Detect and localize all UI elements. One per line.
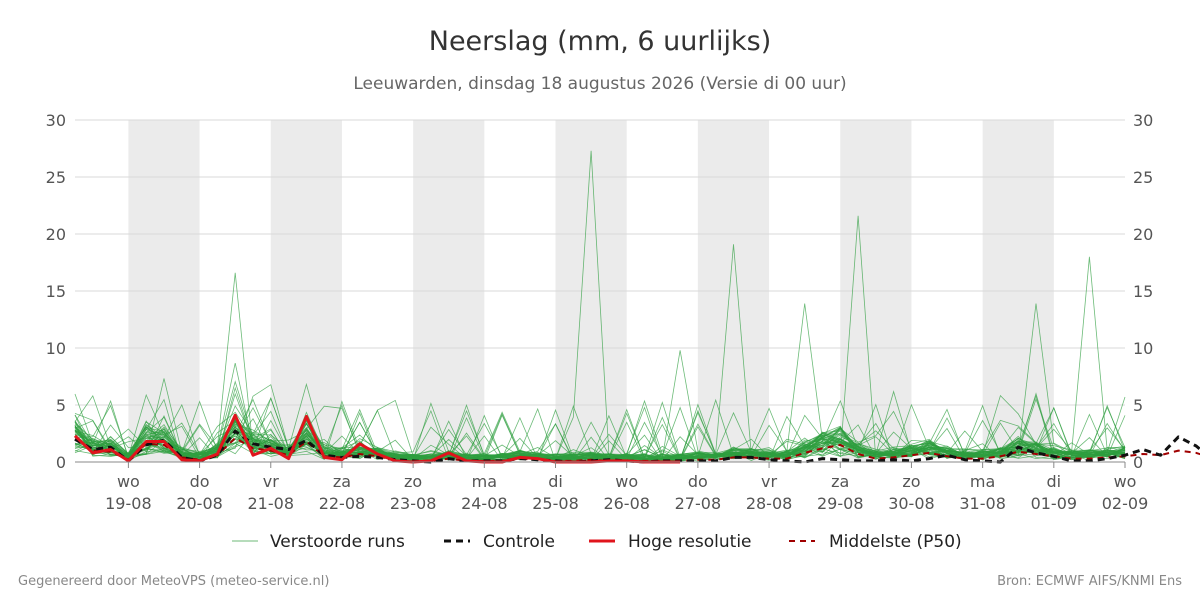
chart-subtitle: Leeuwarden, dinsdag 18 augustus 2026 (Ve… [353,74,846,94]
x-tick-day: wo [1114,472,1137,491]
x-tick-date: 31-08 [959,494,1006,513]
y-tick-label-right: 10 [1133,339,1153,358]
x-tick-day: wo [117,472,140,491]
x-tick-day: di [548,472,563,491]
x-tick-day: zo [902,472,920,491]
y-tick-label-left: 25 [46,168,66,187]
x-tick-date: 27-08 [675,494,722,513]
y-tick-label-right: 25 [1133,168,1153,187]
ensemble-member-line [74,256,1126,462]
x-tick-date: 30-08 [888,494,935,513]
footer-generated-by: Gegenereerd door MeteoVPS (meteo-service… [18,574,329,589]
gridlines [75,119,1125,406]
y-tick-label-left: 0 [56,453,66,472]
x-tick-date: 28-08 [746,494,793,513]
x-tick-date: 21-08 [248,494,295,513]
x-tick-day: vr [263,472,279,491]
y-tick-label-right: 30 [1133,111,1153,130]
y-tick-label-left: 10 [46,339,66,358]
y-tick-label-right: 20 [1133,225,1153,244]
legend: Verstoorde runs Controle Hoge resolutie … [232,532,962,552]
x-tick-date: 01-09 [1031,494,1078,513]
legend-label-high-res: Hoge resolutie [628,532,752,552]
x-tick-date: 22-08 [319,494,366,513]
x-tick-day: do [688,472,708,491]
x-tick-day: ma [472,472,497,491]
y-tick-label-left: 15 [46,282,66,301]
ensemble-member-line [74,394,1126,462]
x-tick-day: vr [761,472,777,491]
legend-label-control: Controle [483,532,555,552]
y-tick-label-right: 15 [1133,282,1153,301]
x-tick-date: 20-08 [176,494,223,513]
x-tick-day: za [831,472,849,491]
x-tick-day: za [333,472,351,491]
x-tick-date: 26-08 [603,494,650,513]
x-tick-date: 19-08 [105,494,152,513]
x-tick-day: zo [404,472,422,491]
x-tick-day: di [1047,472,1062,491]
x-tick-day: ma [970,472,995,491]
axes: 0 0 5 5 10 10 15 15 20 20 25 25 30 30 wo 19-08 do 20-08 vr… [46,111,1154,513]
footer-source: Bron: ECMWF AIFS/KNMI Ens [997,574,1182,589]
y-tick-label-left: 20 [46,225,66,244]
y-tick-label-left: 30 [46,111,66,130]
y-tick-label-left: 5 [56,396,66,415]
x-tick-day: do [190,472,210,491]
x-tick-date: 29-08 [817,494,864,513]
legend-label-median: Middelste (P50) [829,532,962,552]
x-tick-date: 24-08 [461,494,508,513]
x-tick-day: wo [615,472,638,491]
x-tick-date: 02-09 [1102,494,1149,513]
x-tick-date: 23-08 [390,494,437,513]
legend-label-ensemble: Verstoorde runs [270,532,405,552]
y-tick-label-right: 0 [1133,453,1143,472]
y-tick-label-right: 5 [1133,396,1143,415]
x-tick-date: 25-08 [532,494,579,513]
chart-title: Neerslag (mm, 6 uurlijks) [429,26,771,57]
